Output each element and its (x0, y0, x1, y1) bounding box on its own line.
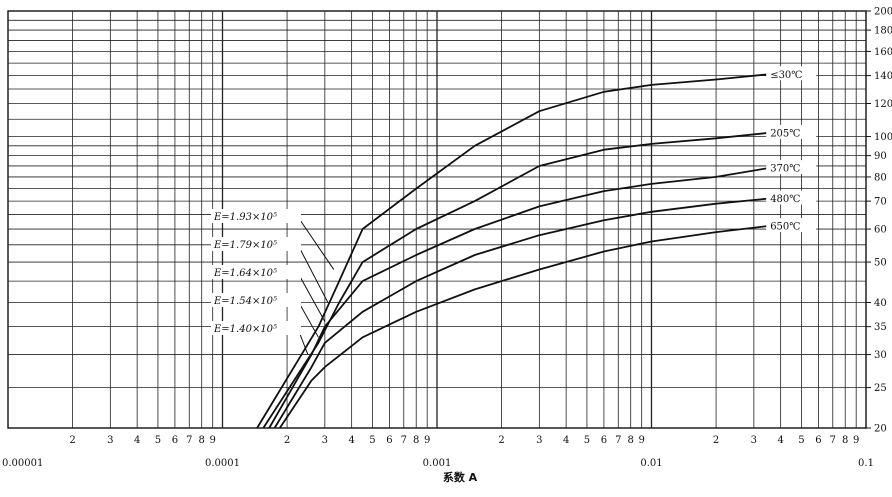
x-decade-label: 0.0001 (205, 458, 240, 469)
x-decade-label: 0.00001 (2, 458, 43, 469)
y-tick-label: 50 (874, 258, 887, 269)
series-label-bg (766, 190, 817, 205)
x-minor-tick-label: 9 (209, 435, 215, 446)
y-tick-label: 40 (874, 298, 887, 309)
annotation-leader (297, 216, 335, 270)
series-label: 650℃ (770, 222, 800, 233)
x-minor-tick-label: 8 (628, 435, 634, 446)
series-label-bg (766, 124, 817, 139)
series-line (268, 167, 769, 429)
y-tick-label: 120 (874, 99, 892, 110)
annotations: E=1.93×10⁵ E=1.79×10⁵ E=1.64×10⁵ E=1.54×10⁵… (211, 209, 335, 355)
annotation-bg (211, 321, 301, 335)
y-tick-label: 200 (874, 7, 892, 18)
x-minor-tick-label: 7 (401, 435, 407, 446)
series-line (273, 197, 769, 429)
x-minor-tick-label: 6 (172, 435, 178, 446)
y-tick-label: 70 (874, 197, 887, 208)
annotation-leader (297, 272, 326, 322)
x-minor-tick-label: 5 (584, 435, 590, 446)
x-minor-tick-label: 9 (853, 435, 859, 446)
y-tick-label: 60 (874, 225, 887, 236)
y-tick-label: 140 (874, 71, 892, 82)
series-label: 370℃ (770, 164, 800, 175)
annotation-bg (211, 265, 301, 279)
series-label: 205℃ (770, 128, 800, 139)
annotation-label: E=1.40×10⁵ (213, 324, 277, 335)
x-decade-label: 0.1 (858, 458, 874, 469)
x-minor-tick-label: 8 (199, 435, 205, 446)
x-minor-tick-label: 9 (638, 435, 644, 446)
annotation-bg (211, 293, 301, 307)
x-minor-tick-label: 5 (798, 435, 804, 446)
x-minor-tick-label: 6 (386, 435, 392, 446)
annotation-leader (297, 300, 319, 338)
y-tick-label: 160 (874, 47, 892, 58)
x-minor-tick-label: 2 (498, 435, 504, 446)
x-minor-tick-label: 4 (563, 435, 569, 446)
annotation-leader (297, 244, 329, 303)
x-axis-label: 系数 A (442, 471, 478, 484)
x-decade-label: 0.01 (640, 458, 662, 469)
series-line (262, 132, 769, 429)
y-tick-label: 180 (874, 26, 892, 37)
y-tick-label: 30 (874, 350, 887, 361)
x-minor-tick-label: 7 (186, 435, 192, 446)
x-minor-tick-label: 3 (322, 435, 328, 446)
x-minor-tick-label: 2 (69, 435, 75, 446)
x-minor-tick-label: 7 (830, 435, 836, 446)
series-label: ≤30℃ (770, 70, 802, 81)
x-decade-label: 0.001 (423, 458, 452, 469)
y-tick-label: 100 (874, 132, 892, 143)
x-minor-tick-label: 6 (815, 435, 821, 446)
series-label-bg (766, 66, 817, 81)
x-minor-tick-label: 5 (155, 435, 161, 446)
annotation-bg (211, 237, 301, 251)
x-minor-tick-label: 3 (751, 435, 757, 446)
y-tick-label: 20 (874, 424, 887, 435)
y-tick-label: 90 (874, 151, 887, 162)
x-minor-tick-label: 3 (107, 435, 113, 446)
x-minor-tick-label: 3 (536, 435, 542, 446)
x-minor-tick-label: 4 (777, 435, 783, 446)
x-minor-tick-label: 4 (348, 435, 354, 446)
annotation-label: E=1.93×10⁵ (213, 212, 277, 223)
annotation-label: E=1.64×10⁵ (213, 268, 277, 279)
x-minor-tick-label: 6 (601, 435, 607, 446)
x-minor-tick-label: 9 (424, 435, 430, 446)
series-line (256, 73, 769, 429)
series-label-bg (766, 160, 817, 175)
series-group: ≤30℃ 205℃ 370℃ 480℃ 650℃ (256, 66, 817, 429)
y-tick-label: 35 (874, 322, 887, 333)
x-minor-tick-label: 2 (713, 435, 719, 446)
x-minor-tick-label: 7 (615, 435, 621, 446)
x-minor-tick-label: 2 (284, 435, 290, 446)
series-label: 480℃ (770, 194, 800, 205)
y-tick-label: 25 (874, 383, 887, 394)
x-minor-tick-label: 5 (369, 435, 375, 446)
y-tick-label: 80 (874, 172, 887, 183)
x-minor-tick-label: 4 (134, 435, 140, 446)
series-line (279, 225, 769, 429)
x-minor-tick-label: 8 (413, 435, 419, 446)
annotation-label: E=1.79×10⁵ (213, 240, 277, 251)
annotation-label: E=1.54×10⁵ (213, 296, 277, 307)
x-minor-tick-label: 8 (842, 435, 848, 446)
series-label-bg (766, 218, 817, 233)
annotation-bg (211, 209, 301, 223)
